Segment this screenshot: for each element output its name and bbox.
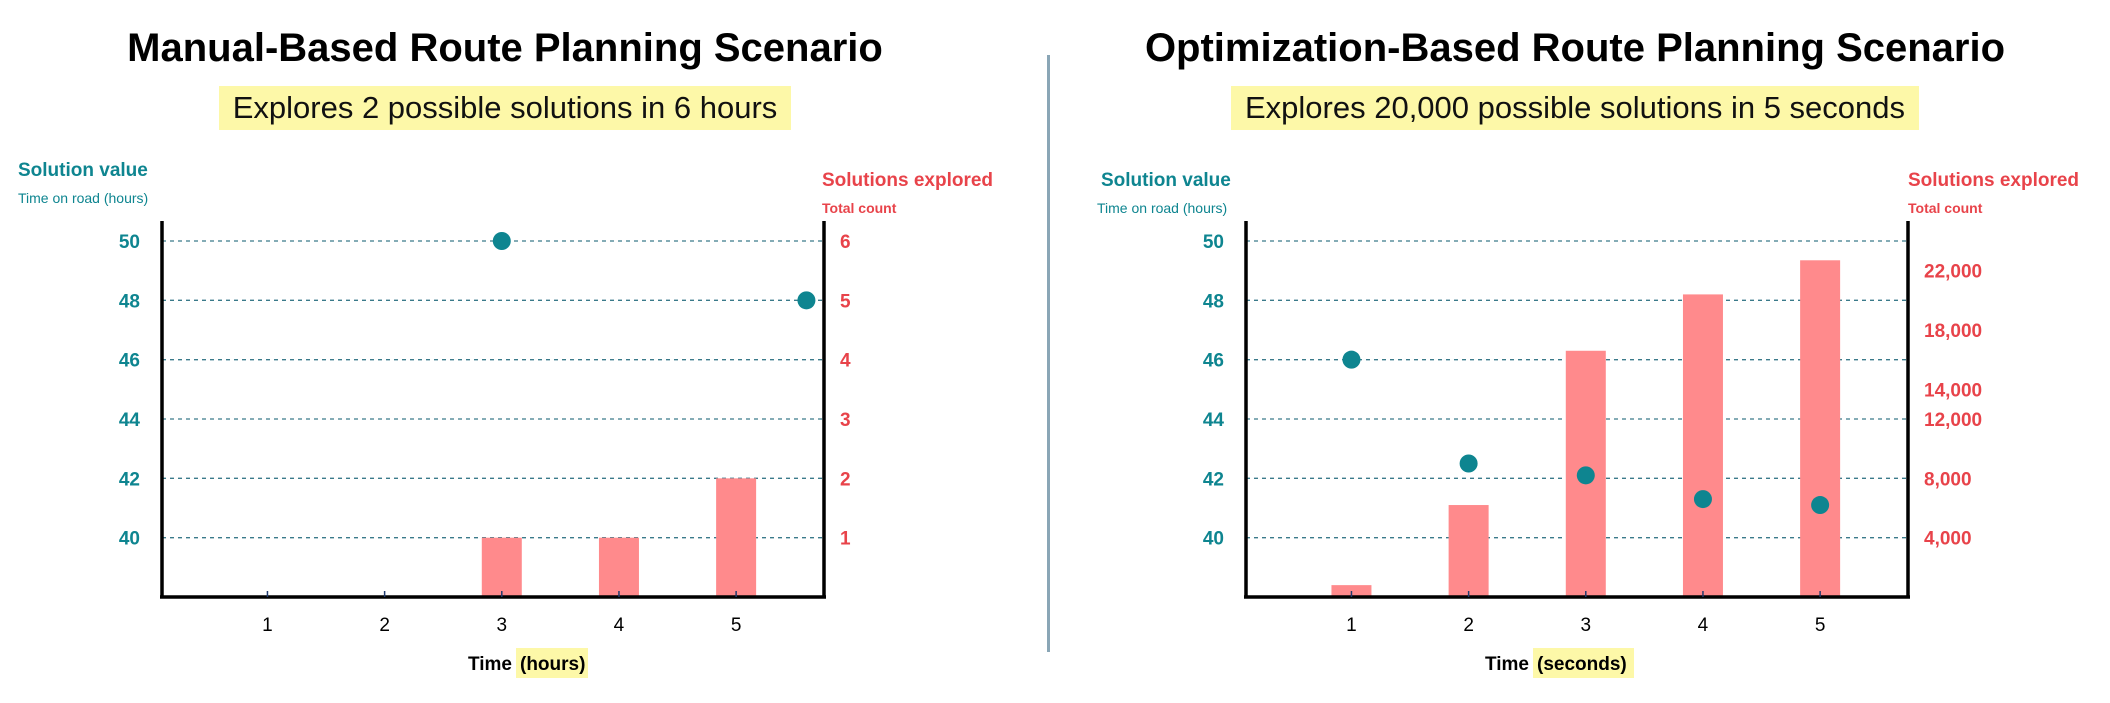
left-tick-label: 48	[119, 291, 140, 312]
x-axis-unit-highlight	[1533, 648, 1634, 678]
optimization-chart-panel: Optimization-Based Route Planning Scenar…	[1070, 0, 2110, 703]
chart-title: Manual-Based Route Planning Scenario	[127, 26, 883, 70]
right-tick-label: 3	[840, 410, 851, 431]
x-axis-unit: (hours)	[520, 654, 585, 675]
bar	[716, 478, 757, 597]
x-axis-unit: (seconds)	[1537, 654, 1627, 675]
bar	[481, 537, 522, 597]
data-point	[1693, 490, 1712, 509]
x-tick-label: 5	[731, 615, 742, 636]
left-tick-label: 44	[1203, 410, 1225, 431]
left-axis-title: Solution value	[1101, 170, 1231, 191]
right-axis-subtitle: Total count	[822, 200, 897, 216]
right-tick-label: 14,000	[1924, 380, 1982, 401]
left-tick-label: 48	[1203, 291, 1224, 312]
chart-subtitle: Explores 20,000 possible solutions in 5 …	[1230, 86, 1920, 130]
left-tick-label: 40	[119, 529, 140, 550]
chart-title: Optimization-Based Route Planning Scenar…	[1144, 26, 2006, 70]
left-axis-subtitle: Time on road (hours)	[18, 190, 148, 206]
left-axis-title: Solution value	[18, 160, 148, 181]
left-tick-label: 46	[119, 351, 140, 372]
x-tick-label: 3	[1580, 615, 1591, 636]
data-point	[1459, 454, 1478, 473]
x-tick-label: 2	[379, 615, 390, 636]
bar	[1448, 505, 1489, 597]
bar	[1800, 260, 1841, 597]
right-tick-label: 18,000	[1924, 321, 1982, 342]
left-tick-label: 42	[1203, 469, 1224, 490]
right-tick-label: 12,000	[1924, 410, 1982, 431]
right-axis-subtitle: Total count	[1908, 200, 1983, 216]
right-tick-label: 6	[840, 232, 851, 253]
data-point	[1811, 496, 1830, 515]
chart-subtitle: Explores 2 possible solutions in 6 hours	[218, 86, 792, 130]
x-axis-unit-highlight	[516, 648, 588, 678]
right-tick-label: 5	[840, 291, 851, 312]
data-point	[492, 232, 511, 250]
x-tick-label: 1	[1346, 615, 1357, 636]
x-tick-label: 3	[496, 615, 507, 636]
x-axis-label: Time	[468, 654, 512, 675]
panel-divider	[1047, 55, 1050, 652]
bar	[1682, 294, 1723, 597]
right-tick-label: 1	[840, 529, 851, 550]
x-tick-label: 1	[262, 615, 273, 636]
x-tick-label: 2	[1463, 615, 1474, 636]
x-tick-label: 5	[1815, 615, 1826, 636]
data-point	[1576, 466, 1595, 485]
right-tick-label: 8,000	[1924, 469, 1972, 490]
right-tick-label: 2	[840, 469, 851, 490]
left-tick-label: 42	[119, 469, 140, 490]
x-axis-label: Time	[1485, 654, 1529, 675]
manual-chart-panel: Manual-Based Route Planning Scenario Exp…	[0, 0, 1040, 703]
right-tick-label: 4,000	[1924, 529, 1972, 550]
left-tick-label: 46	[1203, 351, 1224, 372]
left-tick-label: 50	[119, 232, 140, 253]
right-tick-label: 22,000	[1924, 262, 1982, 283]
manual-chart-svg: Solution value Time on road (hours) Solu…	[18, 160, 993, 678]
left-tick-label: 44	[119, 410, 141, 431]
left-tick-label: 40	[1203, 529, 1224, 550]
right-axis-title: Solutions explored	[1908, 170, 2079, 191]
x-tick-label: 4	[614, 615, 625, 636]
data-point	[797, 291, 816, 310]
optimization-chart-svg: Solution value Time on road (hours) Solu…	[1097, 170, 2079, 678]
right-tick-label: 4	[840, 351, 851, 372]
right-axis-title: Solutions explored	[822, 170, 993, 191]
left-tick-label: 50	[1203, 232, 1224, 253]
bar	[598, 537, 639, 597]
data-point	[1342, 350, 1361, 369]
left-axis-subtitle: Time on road (hours)	[1097, 200, 1227, 216]
x-tick-label: 4	[1698, 615, 1709, 636]
